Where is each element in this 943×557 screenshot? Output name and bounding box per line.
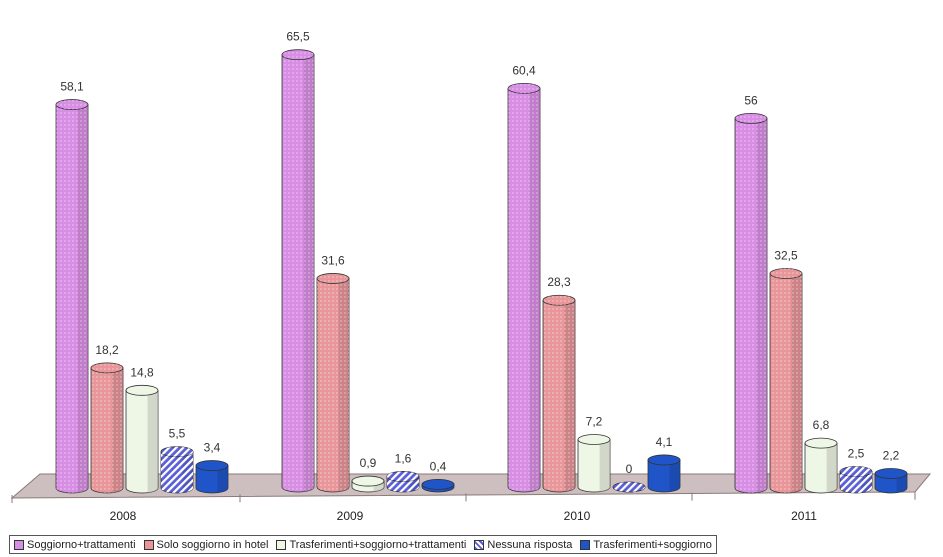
value-label: 65,5 <box>286 30 310 44</box>
value-label: 14,8 <box>130 365 154 379</box>
bar-group-2009 <box>281 49 455 493</box>
bar-top <box>874 468 908 479</box>
bar-top <box>195 460 229 471</box>
legend-item: Trasferimenti+soggiorno+trattamenti <box>276 539 466 551</box>
bar-2008-series-2 <box>90 362 124 494</box>
bar-group-2010 <box>507 82 681 493</box>
value-label: 7,2 <box>586 414 603 428</box>
value-label: 6,8 <box>813 418 830 432</box>
bar-2010-series-3 <box>577 434 611 493</box>
bar-group-2008 <box>55 99 229 494</box>
bar-2009-series-2 <box>316 273 350 493</box>
bar-top <box>577 434 611 445</box>
bar-2008-series-5 <box>195 460 229 494</box>
legend-swatch <box>14 539 24 550</box>
legend-label: Trasferimenti+soggiorno+trattamenti <box>289 538 467 551</box>
x-tick-label-2008: 2008 <box>110 509 137 523</box>
x-tick-label-2011: 2011 <box>791 509 817 523</box>
bar-2008-series-3 <box>125 384 159 494</box>
bar-2009-series-4 <box>386 471 420 493</box>
legend-label: Soggiorno+trattamenti <box>27 538 136 551</box>
legend-item: Nessuna risposta <box>474 539 572 551</box>
bar-2011-series-3 <box>804 437 838 494</box>
value-label: 31,6 <box>321 253 345 267</box>
bar-top <box>421 478 455 490</box>
legend-swatch <box>580 539 591 550</box>
x-tick-label-2009: 2009 <box>337 509 364 523</box>
legend-swatch <box>276 539 287 550</box>
bar-2009-series-3 <box>351 475 385 493</box>
bar-2010-series-4 <box>612 481 646 493</box>
legend-label: Nessuna risposta <box>487 538 573 551</box>
legend-label: Trasferimenti+soggiorno <box>593 538 712 551</box>
bar-group-2011 <box>734 113 908 494</box>
value-label: 0,9 <box>360 456 377 470</box>
value-label: 1,6 <box>395 451 412 465</box>
bar-2011-series-2 <box>769 268 803 494</box>
bar-2010-series-2 <box>542 294 576 493</box>
x-tick-label-2010: 2010 <box>564 509 591 523</box>
value-label: 5,5 <box>169 427 186 441</box>
legend-item: Soggiorno+trattamenti <box>14 539 136 551</box>
value-label: 58,1 <box>60 80 84 94</box>
bar-top <box>351 475 385 487</box>
bar-2009-series-5 <box>421 478 455 493</box>
value-label: 18,2 <box>95 343 119 357</box>
bar-top <box>647 454 681 466</box>
legend: Soggiorno+trattamenti Solo soggiorno in h… <box>9 535 717 554</box>
bar-2008-series-1 <box>55 99 89 494</box>
value-label: 2,5 <box>848 447 865 461</box>
bar-2011-series-5 <box>874 468 908 494</box>
bar-2011-series-4 <box>839 466 873 494</box>
value-label: 56 <box>744 93 758 107</box>
value-label: 2,2 <box>883 448 900 462</box>
legend-label: Solo soggiorno in hotel <box>156 538 269 551</box>
bar-2010-series-1 <box>507 82 541 493</box>
value-label: 4,1 <box>656 435 673 449</box>
bar-2009-series-1 <box>281 49 315 493</box>
legend-item: Solo soggiorno in hotel <box>143 538 269 551</box>
value-label: 0,4 <box>430 459 447 473</box>
legend-item: Trasferimenti+soggiorno <box>580 539 712 551</box>
bar-2008-series-4 <box>160 446 194 494</box>
bar-top <box>125 384 159 396</box>
bar-2010-series-5 <box>647 454 681 493</box>
value-label: 32,5 <box>774 249 798 263</box>
bar-top <box>804 437 838 449</box>
value-label: 28,3 <box>547 275 571 289</box>
value-label: 3,4 <box>204 441 221 455</box>
legend-swatch <box>474 539 485 550</box>
value-label: 0 <box>626 462 633 476</box>
value-label: 60,4 <box>512 63 536 77</box>
legend-swatch <box>143 539 154 550</box>
bar-2011-series-1 <box>734 113 768 494</box>
